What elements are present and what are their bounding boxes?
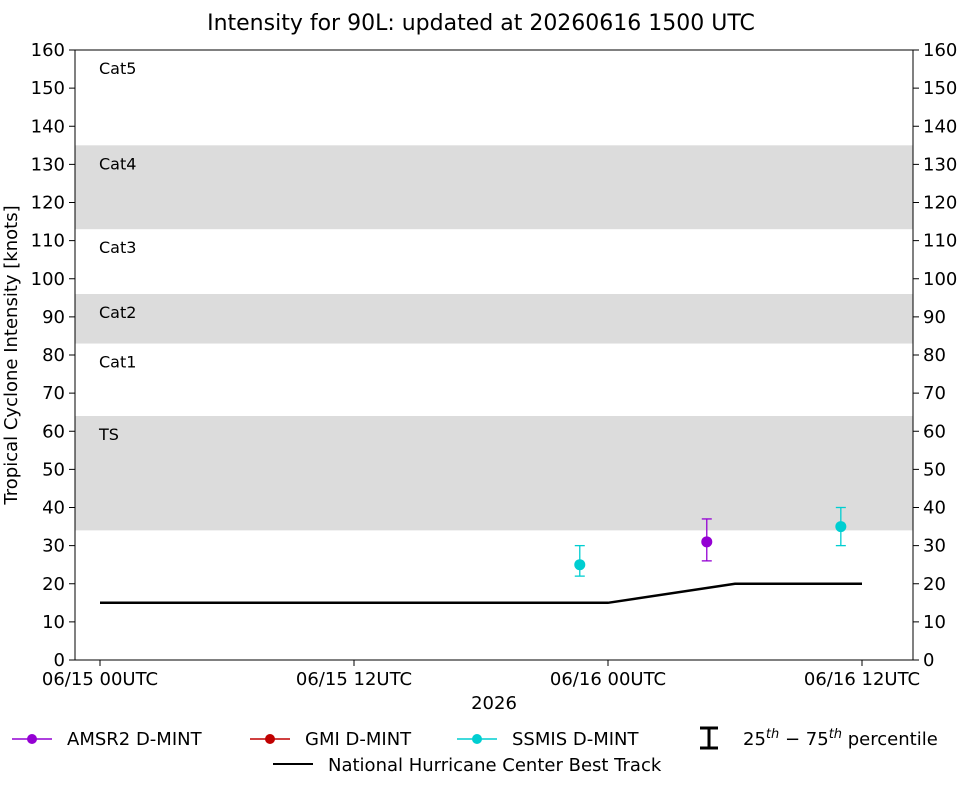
y-tick-label-right: 20: [923, 574, 946, 595]
legend-marker: [265, 734, 275, 744]
legend: AMSR2 D-MINT GMI D-MINT SSMIS D-MINT 25th −…: [12, 726, 938, 776]
x-tick-label: 06/15 00UTC: [42, 669, 158, 690]
category-band-labels: TS Cat1 Cat2 Cat3 Cat4 Cat5: [98, 59, 136, 444]
y-tick-label-right: 10: [923, 612, 946, 633]
y-tick-label-left: 80: [42, 345, 65, 366]
best-track-line: [100, 582, 862, 605]
best-track-series: [100, 582, 862, 605]
legend-label: SSMIS D-MINT: [512, 729, 639, 750]
y-axis-right: 0 10 20 30 40 50 60 70 80 90 100 110 120 130 140 150 160: [913, 40, 957, 671]
y-tick-label-left: 120: [31, 193, 65, 214]
band-label-cat5: Cat5: [99, 59, 136, 78]
category-bands: [75, 145, 913, 531]
data-point: [835, 521, 847, 533]
x-tick-label: 06/16 00UTC: [550, 669, 666, 690]
x-axis: 06/15 00UTC 06/15 12UTC 06/16 00UTC 06/16 1…: [42, 660, 920, 690]
y-tick-label-left: 90: [42, 307, 65, 328]
y-axis-label: Tropical Cyclone Intensity [knots]: [1, 205, 22, 505]
observation-series: [574, 506, 847, 577]
legend-label: GMI D-MINT: [305, 729, 412, 750]
data-point: [701, 536, 713, 548]
y-tick-label-left: 150: [31, 78, 65, 99]
y-tick-label-left: 40: [42, 498, 65, 519]
legend-label-percentile: 25th − 75th percentile: [743, 727, 938, 750]
legend-label-best-track: National Hurricane Center Best Track: [328, 755, 662, 776]
data-point: [574, 559, 586, 571]
x-axis-label: 2026: [471, 693, 517, 714]
y-tick-label-left: 60: [42, 421, 65, 442]
y-tick-label-right: 0: [923, 650, 934, 671]
band-ts: [75, 416, 913, 531]
x-tick-label: 06/16 12UTC: [804, 669, 920, 690]
band-label-cat1: Cat1: [99, 353, 136, 372]
y-tick-label-left: 100: [31, 269, 65, 290]
y-tick-label-left: 70: [42, 383, 65, 404]
y-tick-label-left: 20: [42, 574, 65, 595]
band-label-ts: TS: [98, 425, 119, 444]
legend-label: AMSR2 D-MINT: [67, 729, 203, 750]
band-label-cat2: Cat2: [99, 303, 136, 322]
x-tick-label: 06/15 12UTC: [296, 669, 412, 690]
y-tick-label-left: 10: [42, 612, 65, 633]
y-tick-label-right: 90: [923, 307, 946, 328]
y-tick-label-right: 50: [923, 459, 946, 480]
legend-marker: [27, 734, 37, 744]
band-cat4: [75, 145, 913, 230]
y-tick-label-left: 110: [31, 231, 65, 252]
y-tick-label-right: 60: [923, 421, 946, 442]
chart-title: Intensity for 90L: updated at 20260616 1…: [207, 11, 755, 36]
y-tick-label-right: 70: [923, 383, 946, 404]
y-axis-left: 0 10 20 30 40 50 60 70 80 90 100 110 120 130 140 150 160: [31, 40, 75, 671]
y-tick-label-right: 110: [923, 231, 957, 252]
band-label-cat4: Cat4: [99, 154, 136, 173]
y-tick-label-right: 160: [923, 40, 957, 61]
y-tick-label-right: 100: [923, 269, 957, 290]
plot-frame: [74, 49, 914, 661]
y-tick-label-right: 30: [923, 536, 946, 557]
y-tick-label-right: 150: [923, 78, 957, 99]
y-tick-label-right: 120: [923, 193, 957, 214]
y-tick-label-right: 40: [923, 498, 946, 519]
y-tick-label-left: 140: [31, 116, 65, 137]
y-tick-label-left: 160: [31, 40, 65, 61]
y-tick-label-left: 130: [31, 154, 65, 175]
y-tick-label-right: 140: [923, 116, 957, 137]
y-tick-label-left: 30: [42, 536, 65, 557]
legend-marker: [472, 734, 482, 744]
y-tick-label-right: 80: [923, 345, 946, 366]
band-cat2: [75, 294, 913, 344]
y-tick-label-left: 0: [54, 650, 65, 671]
y-tick-label-left: 50: [42, 459, 65, 480]
band-label-cat3: Cat3: [99, 238, 136, 257]
y-tick-label-right: 130: [923, 154, 957, 175]
